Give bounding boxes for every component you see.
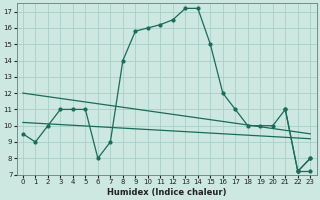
X-axis label: Humidex (Indice chaleur): Humidex (Indice chaleur) [107, 188, 226, 197]
